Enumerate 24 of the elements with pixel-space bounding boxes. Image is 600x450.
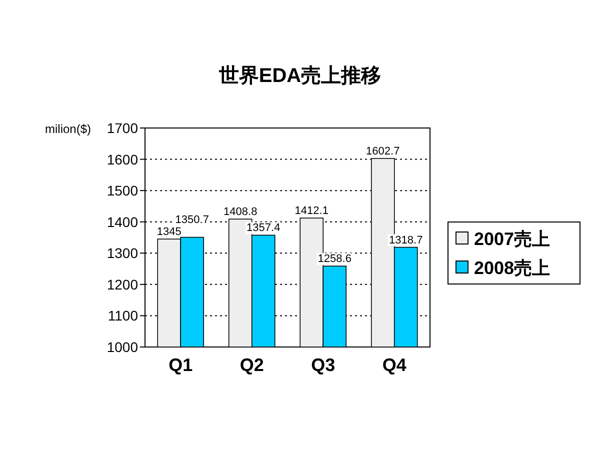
- data-label: 1345: [156, 226, 182, 238]
- y-tick-label: 1500: [106, 182, 138, 199]
- data-label: 1408.8: [224, 206, 258, 218]
- x-tick-label: Q2: [240, 355, 264, 375]
- y-tick-label: 1300: [106, 245, 138, 262]
- legend-label: 2007売上: [474, 229, 550, 249]
- legend-label: 2008売上: [474, 258, 550, 278]
- data-label: 1412.1: [294, 205, 328, 218]
- x-tick-label: Q1: [168, 355, 193, 375]
- data-label: 1602.7: [366, 145, 400, 158]
- x-tick-label: Q4: [382, 355, 406, 375]
- x-tick-label: Q3: [311, 355, 336, 375]
- data-label: 1258.6: [318, 253, 352, 266]
- y-axis-title: milion($): [44, 122, 92, 136]
- y-tick-label: 1400: [106, 214, 138, 230]
- data-label: 1357.4: [246, 222, 280, 234]
- data-label: 1318.7: [389, 234, 423, 246]
- y-tick-label: 1100: [108, 308, 138, 324]
- y-tick-label: 1700: [106, 120, 138, 136]
- data-label: 1350.7: [175, 214, 209, 226]
- y-tick-label: 1600: [106, 151, 138, 168]
- y-tick-label: 1200: [106, 276, 138, 292]
- y-tick-label: 1000: [106, 339, 138, 355]
- chart-title: 世界EDA売上推移: [218, 65, 382, 87]
